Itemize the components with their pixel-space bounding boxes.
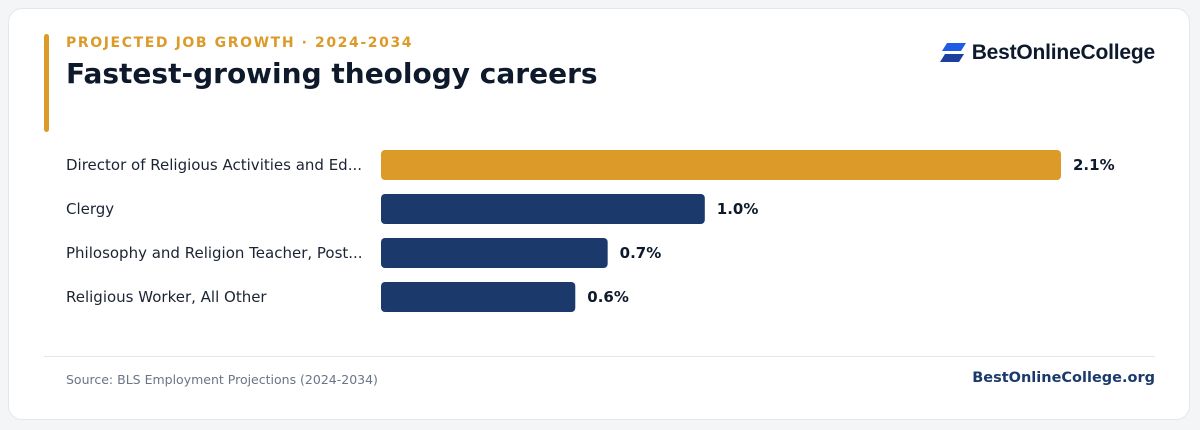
accent-bar [44,34,49,132]
bar-chart: Director of Religious Activities and Ed.… [66,150,1115,312]
source-note: Source: BLS Employment Projections (2024… [66,372,378,387]
footer-divider [44,356,1155,357]
value-label: 1.0% [717,200,759,218]
brand-name: BestOnlineCollege [971,41,1156,64]
category-label: Clergy [66,200,114,218]
category-label: Religious Worker, All Other [66,288,267,306]
bar [381,282,576,312]
stacked-parallelogram-logo-icon [939,43,966,62]
bar [381,238,608,268]
value-label: 0.6% [587,288,629,306]
bar [381,194,705,224]
site-link[interactable]: BestOnlineCollege.org [972,370,1155,386]
chart-eyebrow: PROJECTED JOB GROWTH · 2024-2034 [66,35,414,51]
bar [381,150,1061,180]
chart-card: PROJECTED JOB GROWTH · 2024-2034 Fastest… [8,8,1190,420]
category-label: Philosophy and Religion Teacher, Post... [66,244,363,262]
brand: BestOnlineCollege [939,41,1156,65]
value-label: 2.1% [1073,156,1115,174]
category-label: Director of Religious Activities and Ed.… [66,156,362,174]
chart-title: Fastest-growing theology careers [66,57,598,90]
value-label: 0.7% [620,244,662,262]
